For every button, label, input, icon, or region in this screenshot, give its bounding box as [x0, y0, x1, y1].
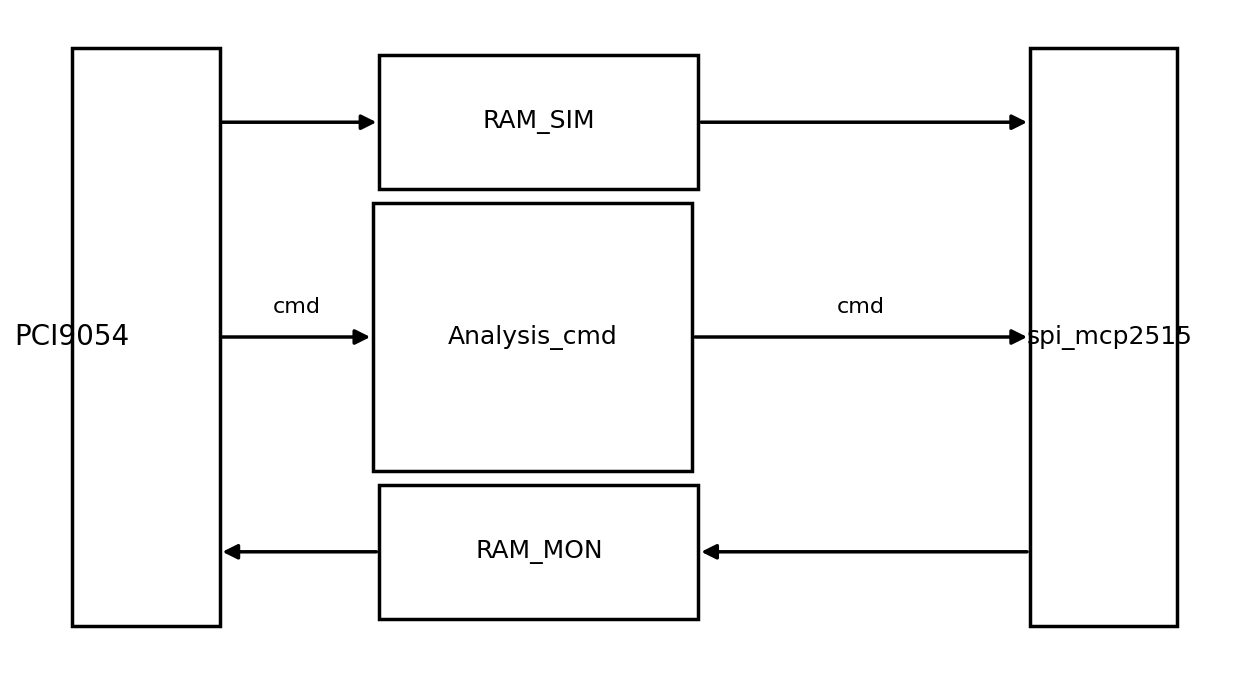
Text: RAM_MON: RAM_MON — [475, 540, 603, 563]
Text: spi_mcp2515: spi_mcp2515 — [1027, 324, 1193, 350]
FancyBboxPatch shape — [1030, 49, 1177, 625]
FancyBboxPatch shape — [379, 485, 698, 619]
FancyBboxPatch shape — [72, 49, 219, 625]
Text: cmd: cmd — [837, 297, 885, 317]
Text: Analysis_cmd: Analysis_cmd — [448, 324, 618, 350]
Text: cmd: cmd — [273, 297, 320, 317]
Text: PCI9054: PCI9054 — [15, 323, 130, 351]
FancyBboxPatch shape — [379, 55, 698, 189]
FancyBboxPatch shape — [373, 203, 692, 471]
Text: RAM_SIM: RAM_SIM — [482, 111, 595, 134]
